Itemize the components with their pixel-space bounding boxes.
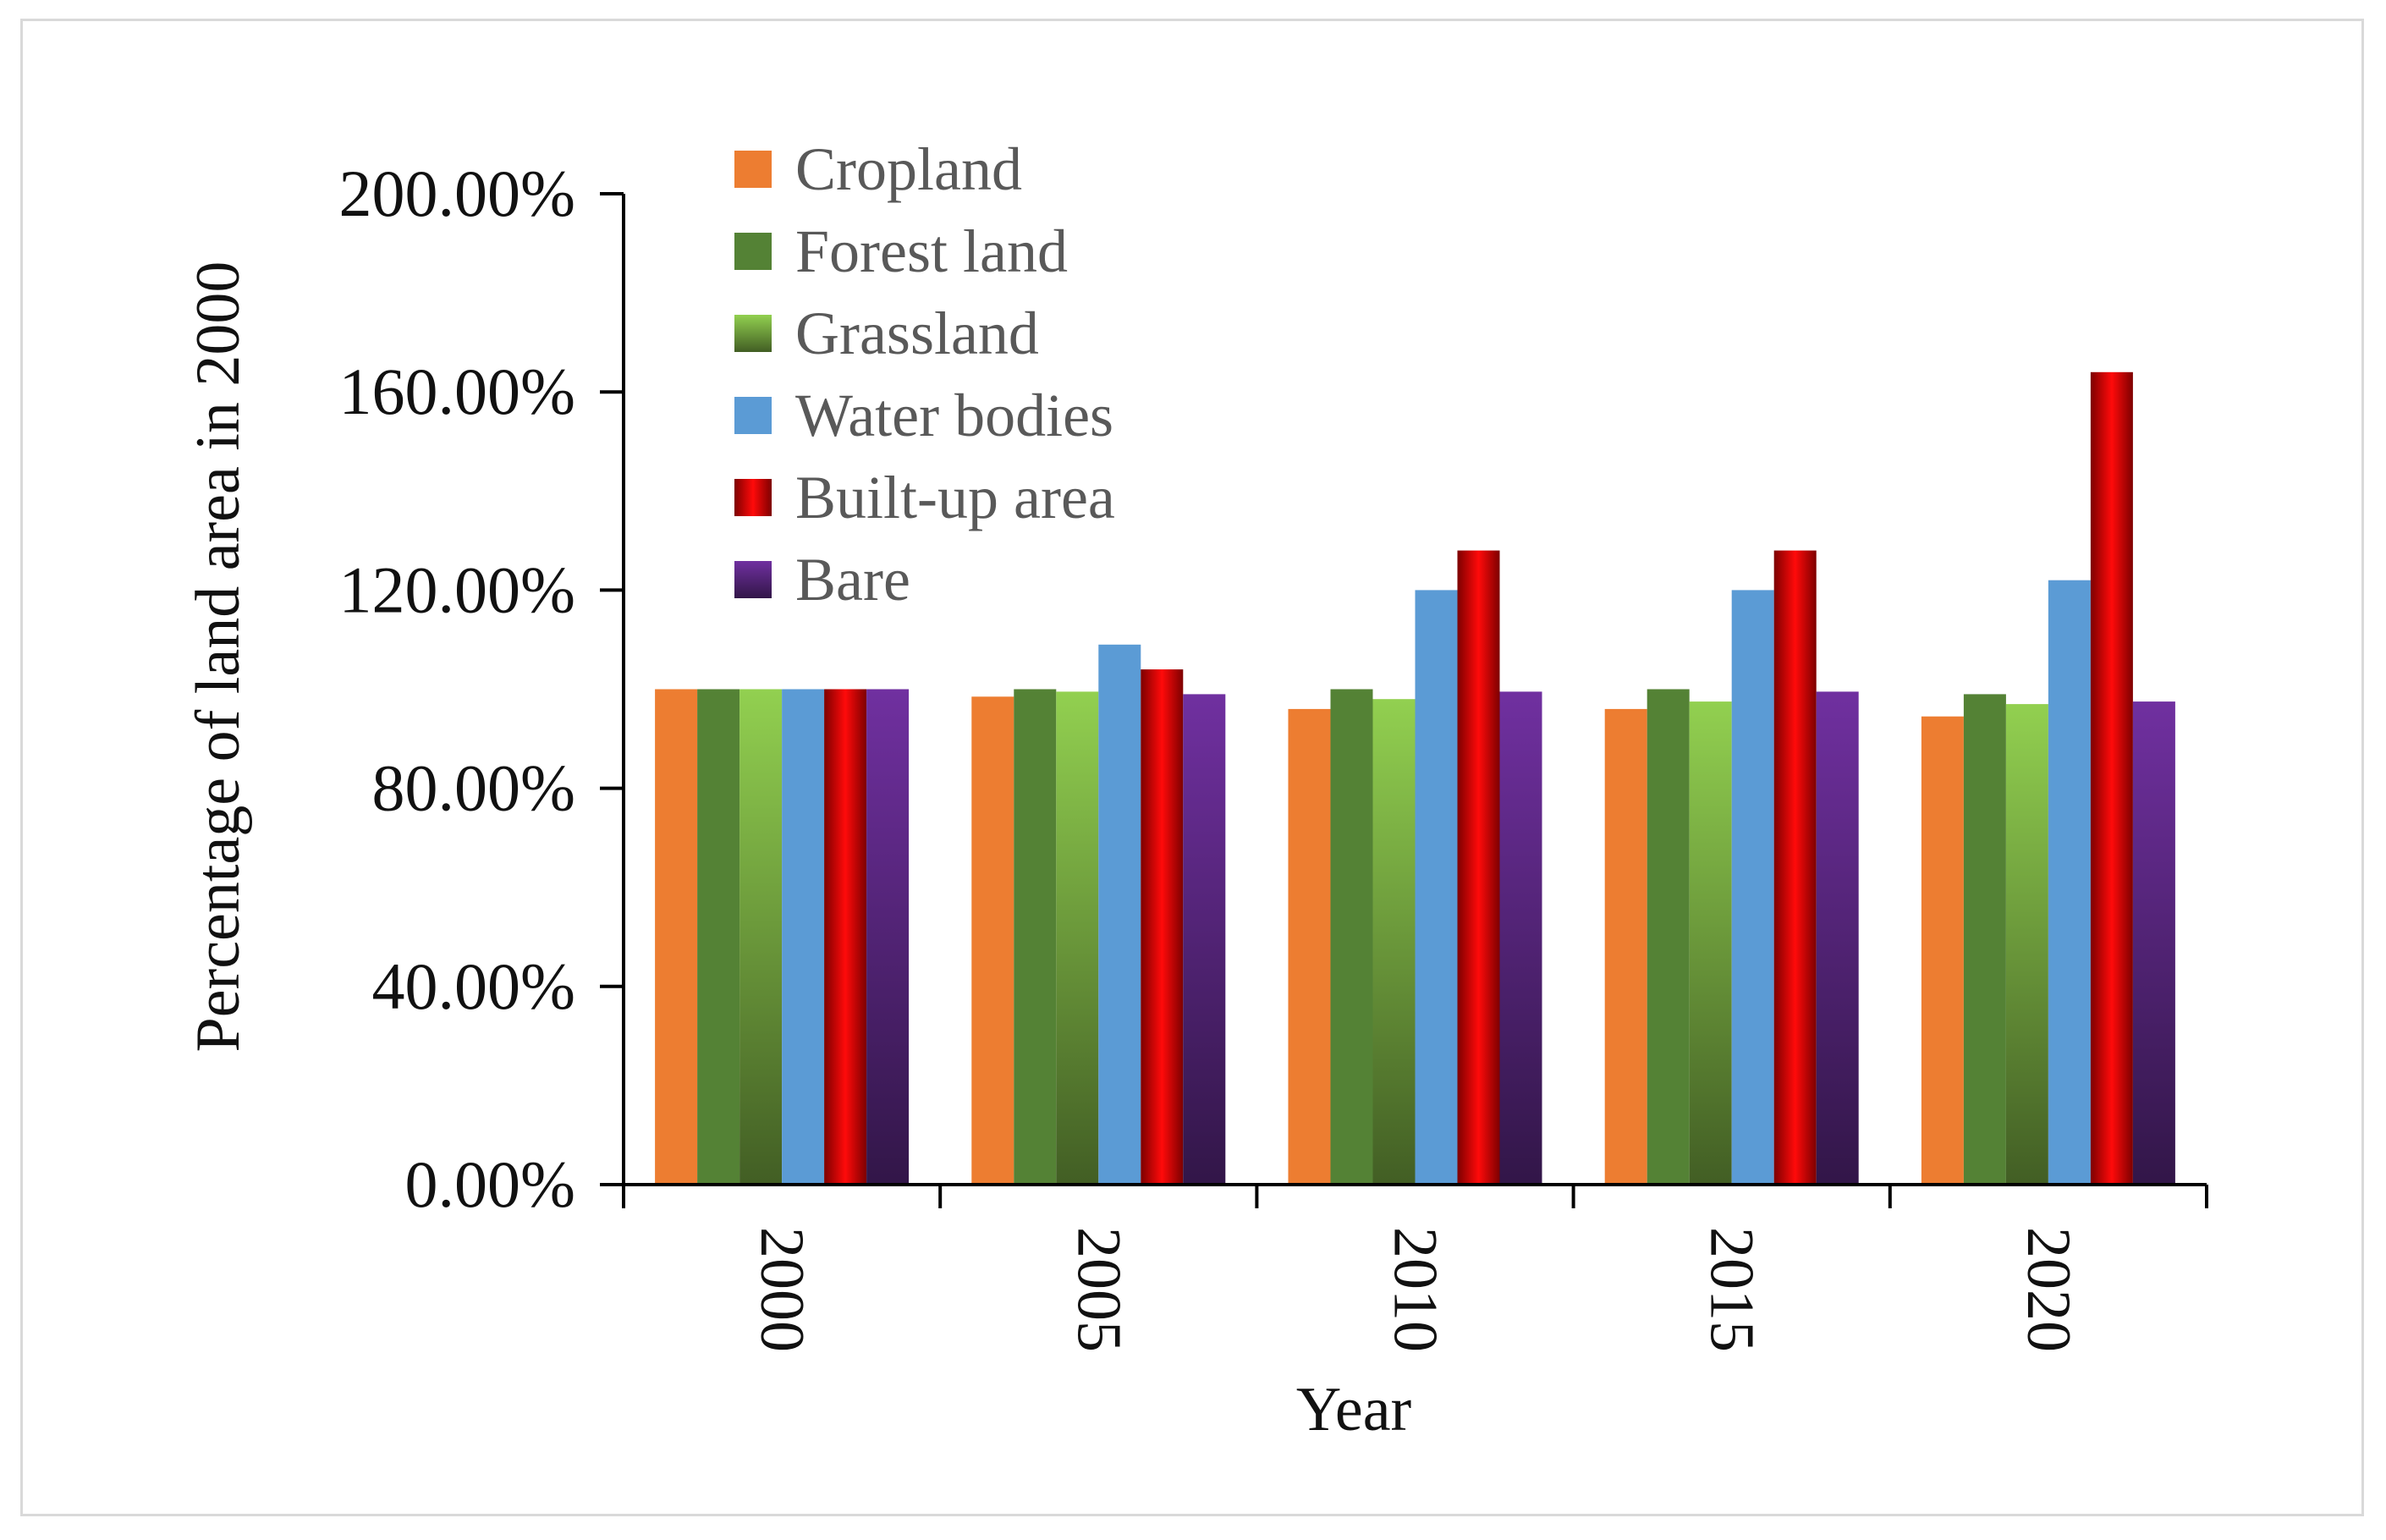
bar-bare-2005	[1183, 694, 1226, 1185]
legend-label: Cropland	[795, 135, 1022, 203]
bar-built-up-area-2015	[1773, 550, 1817, 1185]
y-tick-label: 200.00%	[339, 157, 575, 230]
bar-built-up-area-2005	[1141, 669, 1184, 1185]
bars-layer	[655, 371, 2175, 1185]
bar-water-bodies-2010	[1415, 590, 1458, 1185]
legend-swatch-forest-land	[734, 233, 772, 270]
x-tick-label: 2015	[1697, 1227, 1767, 1352]
bar-cropland-2010	[1288, 708, 1331, 1185]
bar-grassland-2005	[1056, 691, 1099, 1185]
x-tick-label: 2005	[1064, 1227, 1133, 1352]
x-tick-label: 2000	[747, 1227, 816, 1352]
legend-label: Water bodies	[795, 382, 1113, 449]
bar-bare-2000	[866, 689, 910, 1185]
x-tick-label: 2020	[2014, 1227, 2083, 1352]
bar-water-bodies-2015	[1731, 590, 1774, 1185]
bar-forest-land-2010	[1330, 689, 1373, 1185]
axes-layer	[622, 194, 2207, 1208]
bar-bare-2010	[1499, 691, 1542, 1185]
y-tick-label: 80.00%	[372, 751, 575, 825]
legend-swatch-cropland	[734, 151, 772, 188]
bar-built-up-area-2010	[1457, 550, 1500, 1185]
bar-grassland-2000	[739, 689, 783, 1185]
legend-label: Forest land	[795, 217, 1068, 285]
bar-water-bodies-2005	[1098, 644, 1141, 1185]
legend-swatch-built-up-area	[734, 479, 772, 516]
bar-water-bodies-2020	[2048, 580, 2091, 1185]
y-tick-label: 40.00%	[372, 949, 575, 1023]
x-tick-label: 2010	[1381, 1227, 1450, 1352]
x-axis-title: Year	[1296, 1375, 1411, 1444]
y-tick-label: 160.00%	[339, 355, 575, 428]
legend-label: Built-up area	[795, 464, 1115, 531]
bar-grassland-2015	[1689, 701, 1732, 1185]
bar-built-up-area-2020	[2090, 371, 2133, 1185]
bar-cropland-2015	[1604, 708, 1647, 1185]
bar-forest-land-2000	[697, 689, 740, 1185]
legend-swatch-water-bodies	[734, 397, 772, 434]
bar-cropland-2000	[655, 689, 698, 1185]
y-tick-label: 0.00%	[405, 1147, 575, 1221]
bar-forest-land-2005	[1014, 689, 1057, 1185]
legend-label: Bare	[795, 546, 910, 613]
legend-swatch-bare	[734, 561, 772, 598]
legend-label: Grassland	[795, 300, 1039, 367]
bar-grassland-2010	[1372, 699, 1416, 1185]
ticks-layer: 0.00% 40.00% 80.00% 120.00% 160.00% 200.00% 20…	[339, 157, 2208, 1352]
y-tick-label: 120.00%	[339, 553, 575, 626]
bar-forest-land-2015	[1647, 689, 1690, 1185]
bar-bare-2015	[1816, 691, 1859, 1185]
bar-grassland-2020	[2005, 704, 2048, 1185]
bar-cropland-2020	[1921, 716, 1964, 1185]
y-axis-title: Percentage of land area in 2000	[184, 261, 253, 1053]
legend-swatch-grassland	[734, 315, 772, 352]
bar-forest-land-2020	[1963, 694, 2006, 1185]
legend: Cropland Forest land Grassland Water bodies…	[734, 135, 1115, 613]
bar-bare-2020	[2132, 701, 2175, 1185]
bar-water-bodies-2000	[782, 689, 825, 1185]
bar-cropland-2005	[971, 696, 1014, 1185]
bar-built-up-area-2000	[824, 689, 867, 1185]
